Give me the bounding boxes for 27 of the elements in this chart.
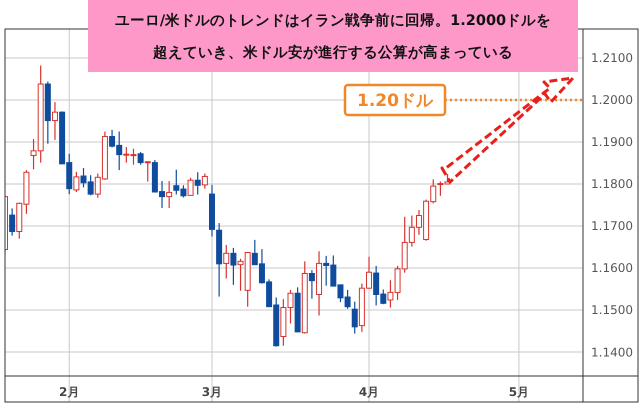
- y-tick-label: 1.2100: [591, 51, 633, 66]
- candlestick: [188, 177, 194, 196]
- candlestick: [52, 101, 58, 141]
- x-tick-label: 5月: [508, 385, 530, 400]
- candlestick: [138, 151, 144, 166]
- ref-line-label: 1.20ドル: [357, 91, 434, 112]
- x-tick-label: 2月: [59, 385, 80, 400]
- y-tick-label: 1.2000: [591, 93, 633, 108]
- y-tick-label: 1.1600: [591, 261, 633, 276]
- y-tick-label: 1.1400: [591, 345, 633, 360]
- candlestick: [144, 160, 151, 182]
- candlestick: [223, 244, 230, 280]
- y-tick-label: 1.1900: [591, 135, 633, 150]
- y-tick-label: 1.1800: [591, 177, 633, 192]
- candlestick: [194, 172, 201, 196]
- chart-title: ユーロ/米ドルのトレンドはイラン戦争前に回帰。1.2000ドルを超えていき、米ドル安が進行する公算が高まっている: [114, 12, 552, 62]
- candlestick: [308, 270, 315, 300]
- candlestick: [230, 247, 236, 286]
- candlestick: [166, 180, 172, 209]
- candlestick: [9, 208, 16, 236]
- candlestick: [352, 301, 358, 334]
- x-tick-label: 3月: [202, 385, 222, 400]
- candlestick: [73, 171, 80, 193]
- y-tick-label: 1.1500: [591, 303, 633, 318]
- candlestick: [202, 172, 208, 190]
- y-tick-label: 1.1700: [591, 219, 633, 234]
- x-tick-label: 4月: [358, 385, 380, 400]
